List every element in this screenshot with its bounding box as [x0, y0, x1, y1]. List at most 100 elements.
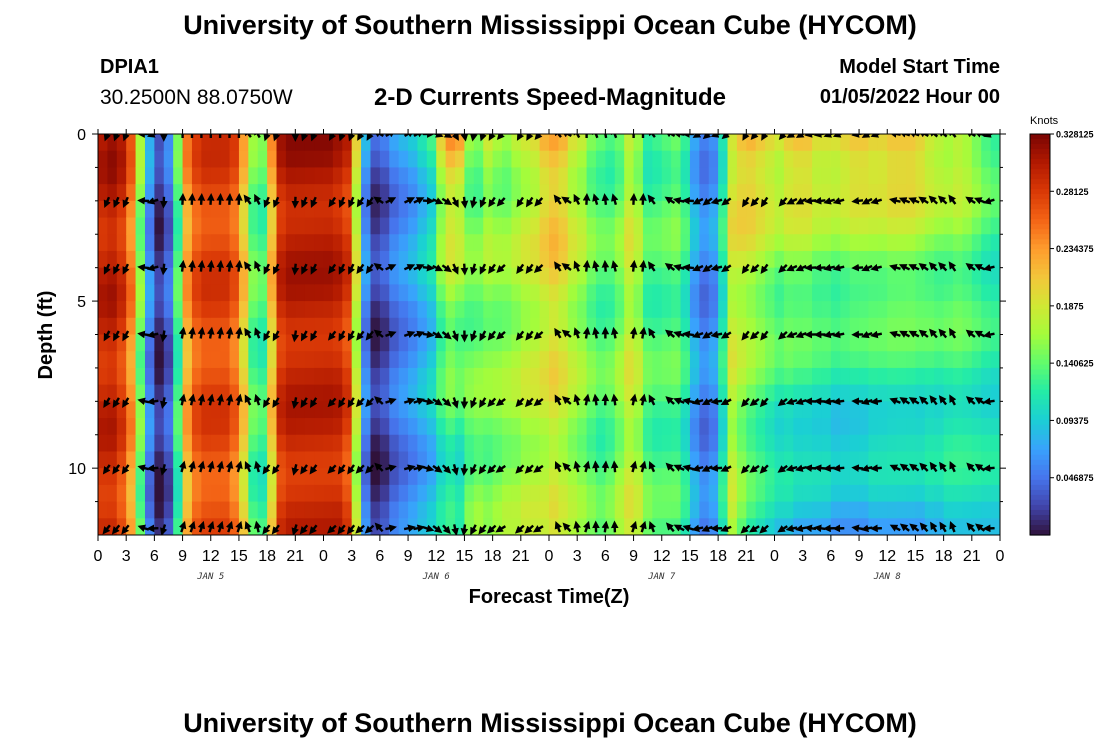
heatmap-cell	[182, 250, 193, 269]
heatmap-cell	[163, 418, 174, 436]
heatmap-cell	[144, 518, 155, 535]
heatmap-cell	[812, 434, 823, 453]
current-vector	[532, 525, 544, 533]
heatmap-cell	[877, 284, 888, 302]
current-vector	[178, 520, 187, 533]
current-vector	[113, 263, 121, 275]
heatmap-cell	[267, 167, 278, 185]
current-vector	[310, 196, 318, 209]
heatmap-cell	[981, 150, 992, 169]
heatmap-cell	[144, 200, 155, 219]
heatmap-cell	[323, 401, 334, 419]
heatmap-cell	[971, 401, 982, 419]
heatmap-cell	[295, 434, 306, 453]
current-vector	[263, 196, 271, 209]
heatmap-cell	[426, 217, 437, 235]
heatmap-cell	[473, 384, 484, 402]
heatmap-cell	[530, 150, 541, 169]
heatmap-cell	[483, 501, 494, 519]
heatmap-cell	[173, 484, 184, 503]
heatmap-cell	[642, 134, 653, 152]
current-vector	[413, 524, 426, 533]
heatmap-cell	[483, 200, 494, 219]
heatmap-cell	[755, 418, 766, 436]
heatmap-cell	[830, 501, 841, 519]
heatmap-cell	[915, 234, 926, 252]
heatmap-cell	[586, 184, 597, 202]
heatmap-cell	[652, 518, 663, 535]
heatmap-cell	[934, 401, 945, 419]
heatmap-cell	[342, 334, 353, 352]
heatmap-cell	[314, 200, 325, 219]
current-vector	[432, 398, 443, 406]
current-vector	[524, 464, 534, 474]
current-vector	[648, 394, 656, 406]
heatmap-cell	[361, 434, 372, 453]
heatmap-cell	[812, 217, 823, 235]
heatmap-cell	[464, 451, 475, 469]
heatmap-cell	[765, 518, 776, 535]
heatmap-cell	[107, 401, 118, 419]
heatmap-cell	[492, 234, 503, 252]
heatmap-cell	[502, 434, 513, 453]
heatmap-cell	[915, 267, 926, 285]
heatmap-cell	[605, 518, 616, 535]
heatmap-cell	[962, 301, 973, 319]
heatmap-cell	[285, 284, 296, 302]
heatmap-cell	[558, 484, 569, 503]
heatmap-cell	[642, 418, 653, 436]
heatmap-cell	[633, 317, 644, 336]
heatmap-cell	[408, 217, 419, 235]
heatmap-cell	[943, 250, 954, 269]
heatmap-cell	[896, 250, 907, 269]
heatmap-cell	[605, 484, 616, 503]
heatmap-cell	[492, 150, 503, 169]
heatmap-cell	[877, 317, 888, 336]
heatmap-cell	[229, 317, 240, 336]
heatmap-cell	[567, 134, 578, 152]
heatmap-cell	[220, 134, 231, 152]
heatmap-cell	[464, 418, 475, 436]
heatmap-cell	[840, 351, 851, 369]
heatmap-cell	[793, 484, 804, 503]
current-vector	[441, 464, 452, 474]
heatmap-cell	[624, 267, 635, 285]
heatmap-cell	[351, 250, 362, 269]
heatmap-cell	[163, 284, 174, 302]
current-vector	[365, 263, 374, 275]
current-vector	[451, 397, 459, 409]
heatmap-cell	[163, 184, 174, 202]
colorbar: 0.3281250.281250.2343750.18750.1406250.0…	[1029, 130, 1094, 536]
colorbar-step	[1030, 429, 1050, 436]
heatmap-cell	[135, 418, 146, 436]
heatmap-cell	[530, 418, 541, 436]
heatmap-cell	[126, 334, 137, 352]
heatmap-cell	[990, 234, 1000, 252]
current-vector	[300, 397, 308, 408]
current-vector	[515, 464, 525, 474]
heatmap-cell	[934, 434, 945, 453]
current-vector	[741, 330, 750, 341]
heatmap-cell	[361, 150, 372, 169]
heatmap-cell	[398, 468, 409, 486]
current-vector	[385, 197, 397, 205]
heatmap-cell	[642, 284, 653, 302]
current-vector	[760, 263, 769, 275]
heatmap-cell	[736, 401, 747, 419]
heatmap-cell	[549, 351, 559, 369]
heatmap-cell	[314, 418, 325, 436]
heatmap-cell	[323, 484, 334, 503]
current-vector	[948, 261, 957, 272]
heatmap-cell	[680, 468, 691, 486]
heatmap-cell	[304, 351, 315, 369]
heatmap-cell	[107, 284, 118, 302]
heatmap-cell	[689, 451, 700, 469]
current-vector	[487, 397, 497, 408]
heatmap-cell	[577, 184, 588, 202]
heatmap-cell	[924, 334, 935, 352]
heatmap-cell	[567, 434, 578, 453]
heatmap-cell	[727, 184, 738, 202]
heatmap-cell	[342, 301, 353, 319]
heatmap-cell	[915, 501, 926, 519]
heatmap-cell	[144, 434, 155, 453]
